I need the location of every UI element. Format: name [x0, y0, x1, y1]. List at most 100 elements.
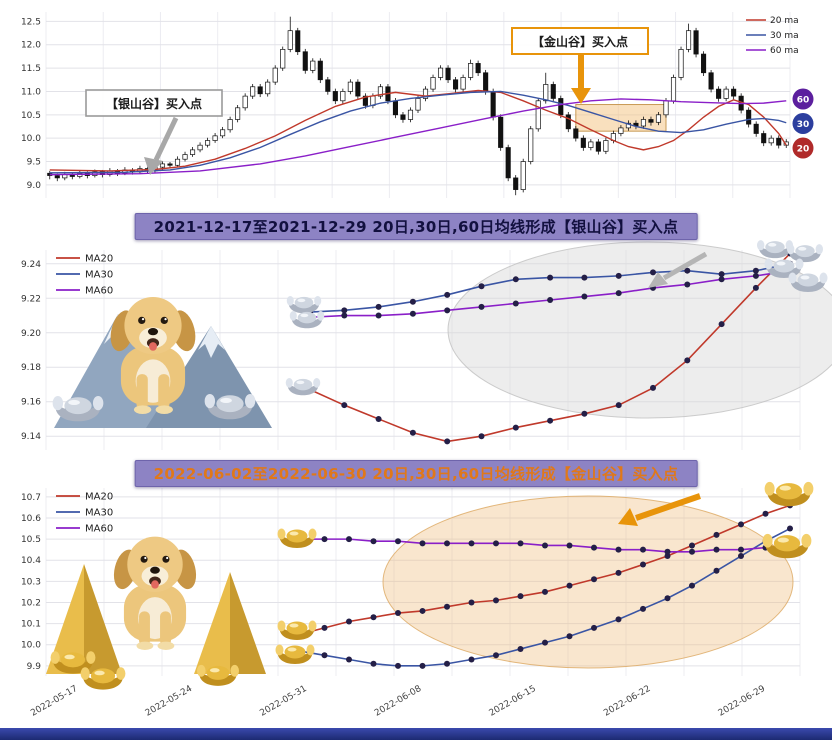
data-point — [444, 540, 450, 547]
ma-badge-label: 30 — [797, 120, 810, 130]
data-point — [297, 631, 303, 638]
data-point — [395, 662, 401, 669]
candle-body — [663, 100, 669, 116]
candle-body — [731, 88, 737, 97]
data-point — [718, 321, 725, 328]
ma-badge — [792, 88, 814, 110]
data-point — [444, 660, 450, 667]
x-tick-label: 2022-06-29 — [717, 684, 768, 719]
gold-arrow-head — [571, 88, 591, 104]
candle-body — [167, 163, 173, 166]
candle-body — [708, 72, 714, 90]
data-point — [566, 633, 573, 640]
data-point — [297, 648, 303, 655]
candle-body — [588, 141, 594, 148]
highlight-ellipse — [382, 495, 794, 669]
candle-body — [716, 88, 722, 99]
candle-body — [723, 88, 729, 99]
y-tick-label: 10.4 — [21, 556, 41, 566]
candle-body — [505, 147, 511, 179]
footer-bar — [0, 728, 832, 740]
data-point — [718, 271, 725, 278]
candle-body — [54, 175, 60, 179]
data-point — [375, 303, 382, 310]
candle-body — [242, 95, 248, 109]
data-point — [684, 357, 691, 364]
candle-body — [670, 77, 677, 102]
data-point — [615, 290, 622, 297]
data-point — [581, 293, 588, 300]
legend-label: MA20 — [85, 254, 113, 265]
data-point — [566, 542, 573, 549]
candle-body — [655, 114, 662, 123]
candle-body — [678, 49, 684, 78]
data-point — [346, 656, 352, 663]
y-tick-label: 10.7 — [21, 493, 41, 503]
ma60-line — [49, 98, 787, 176]
candle-body — [640, 119, 647, 127]
candle-body — [520, 161, 526, 190]
legend: MA20 MA30 MA60 — [56, 492, 113, 535]
x-tick-label: 2022-06-15 — [488, 684, 538, 719]
data-point — [664, 548, 671, 555]
data-point — [409, 310, 416, 317]
candle-body — [746, 109, 752, 125]
candle-body — [565, 114, 571, 130]
y-tick-label: 10.6 — [21, 514, 41, 524]
highlight-ellipse — [447, 241, 832, 419]
data-point — [478, 283, 485, 290]
candle-body — [197, 144, 203, 151]
data-point — [684, 267, 691, 274]
data-point — [640, 561, 646, 568]
data-point — [615, 402, 622, 409]
candle-body — [753, 123, 759, 134]
data-point — [762, 510, 769, 517]
x-tick-label: 2022-06-08 — [373, 684, 424, 719]
data-point — [321, 536, 328, 543]
silver-annotation-text: 【银山谷】买入点 — [106, 96, 202, 111]
data-point — [375, 415, 382, 422]
gold-valley-title: 2022-06-02至2022-06-30 20日,30日,60日均线形成【金山… — [134, 460, 698, 487]
candle-body — [603, 140, 609, 152]
candle-body — [407, 109, 414, 120]
candle-body — [498, 116, 504, 148]
candle-body — [701, 53, 707, 74]
candle-body — [250, 86, 256, 97]
y-tick-label: 10.2 — [21, 598, 41, 608]
candle-body — [490, 91, 496, 118]
data-point — [713, 531, 720, 538]
candle-body — [272, 67, 278, 83]
data-point — [787, 525, 793, 532]
data-point — [718, 276, 725, 283]
candle-body — [535, 100, 541, 130]
y-tick-label: 10.3 — [21, 577, 41, 587]
y-tick-label: 12.5 — [21, 17, 41, 27]
candle-body — [430, 77, 436, 90]
data-point — [581, 274, 588, 281]
y-tick-label: 9.16 — [21, 398, 41, 408]
silver-arrow-shaft — [153, 116, 179, 162]
data-point — [370, 614, 377, 621]
silver-arrow-head — [144, 157, 163, 175]
data-point — [752, 284, 759, 291]
candle-body — [783, 141, 789, 146]
y-tick-label: 11.0 — [21, 87, 41, 97]
data-point — [395, 610, 401, 617]
data-point — [512, 276, 519, 283]
callout-arrow-shaft — [662, 251, 708, 281]
y-tick-label: 10.0 — [21, 641, 41, 651]
data-point — [419, 540, 426, 547]
data-point — [787, 544, 793, 551]
data-point — [370, 538, 377, 545]
data-point — [341, 402, 348, 409]
gold-annotation-box — [511, 27, 649, 55]
data-point — [615, 272, 622, 279]
candle-body — [776, 137, 782, 146]
data-point — [752, 267, 759, 274]
data-point — [409, 429, 416, 436]
y-tick-label: 9.22 — [21, 294, 41, 304]
candle-body — [235, 107, 241, 120]
data-point — [419, 607, 426, 614]
data-point — [321, 624, 328, 631]
data-point — [478, 303, 485, 310]
